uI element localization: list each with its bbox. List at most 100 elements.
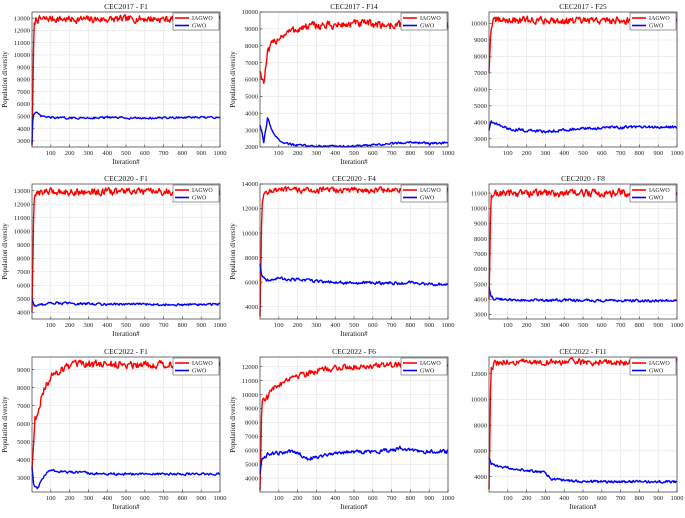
- chart-title: CEC2022 - F6: [332, 347, 376, 356]
- x-tick-label: 800: [178, 322, 188, 329]
- series-line-gwo: [31, 298, 221, 307]
- x-tick-label: 1000: [671, 495, 684, 502]
- x-tick-label: 900: [653, 495, 663, 502]
- legend-label-gwo: GWO: [192, 369, 207, 375]
- chart-panel-8: 100 200 300 400 500 600 700 800 900 1000 4000 5000 6…: [229, 347, 455, 511]
- x-tick-label: 200: [293, 150, 303, 157]
- y-tick-label: 4000: [474, 296, 487, 303]
- x-tick-label: 500: [349, 495, 359, 502]
- series-line-gwo: [488, 120, 678, 134]
- y-tick-label: 10000: [14, 52, 30, 59]
- legend-label-iagwo: IAGWO: [649, 361, 670, 367]
- x-tick-label: 600: [140, 495, 150, 502]
- x-tick-label: 800: [406, 150, 416, 157]
- y-tick-label: 4000: [245, 304, 258, 311]
- y-tick-label: 12000: [471, 371, 487, 378]
- x-tick-label: 400: [330, 322, 340, 329]
- x-axis-label: Iteration#: [340, 158, 368, 166]
- y-tick-label: 4000: [17, 457, 30, 464]
- y-tick-label: 6000: [17, 421, 30, 428]
- chart-panel-6: 100 200 300 400 500 600 700 800 900 1000 3000 4000 5…: [471, 174, 684, 329]
- y-tick-label: 9000: [474, 37, 487, 44]
- chart-panel-1: 100 200 300 400 500 600 700 800 900 1000 3000 4000 5…: [1, 2, 227, 166]
- y-tick-label: 5000: [474, 103, 487, 110]
- y-tick-label: 5000: [474, 281, 487, 288]
- series-line-gwo: [488, 286, 678, 303]
- x-tick-label: 1000: [671, 322, 684, 329]
- x-tick-label: 200: [65, 150, 75, 157]
- legend: IAGWO GWO: [172, 184, 220, 203]
- x-tick-label: 400: [330, 150, 340, 157]
- y-axis-label: Population diversity: [1, 51, 9, 108]
- y-tick-label: 5000: [17, 439, 30, 446]
- y-tick-label: 6000: [245, 77, 258, 84]
- y-tick-label: 11000: [242, 378, 258, 385]
- x-tick-label: 100: [503, 322, 513, 329]
- chart-title: CEC2017 - F25: [559, 2, 607, 11]
- y-tick-label: 14000: [242, 181, 258, 188]
- x-tick-label: 400: [559, 322, 569, 329]
- chart-panel-3: 100 200 300 400 500 600 700 800 900 1000 3000 4000 5…: [471, 2, 684, 157]
- x-tick-label: 1000: [214, 322, 227, 329]
- y-tick-label: 8000: [474, 54, 487, 61]
- x-tick-label: 200: [65, 495, 75, 502]
- y-tick-label: 10000: [471, 21, 487, 28]
- x-tick-label: 100: [274, 150, 284, 157]
- legend: IAGWO GWO: [400, 12, 448, 31]
- x-tick-label: 100: [503, 150, 513, 157]
- x-tick-label: 100: [274, 495, 284, 502]
- x-tick-label: 300: [312, 322, 322, 329]
- x-tick-label: 900: [424, 322, 434, 329]
- series-line-gwo: [488, 457, 678, 484]
- legend-label-iagwo: IAGWO: [192, 16, 213, 22]
- x-axis-label: Iteration#: [112, 158, 140, 166]
- chart-panel-7: 100 200 300 400 500 600 700 800 900 1000 3000 4000 5…: [1, 347, 227, 511]
- legend-label-gwo: GWO: [420, 24, 435, 30]
- y-tick-label: 9000: [17, 64, 30, 71]
- y-tick-label: 12000: [14, 201, 30, 208]
- y-tick-label: 11000: [471, 190, 487, 197]
- y-tick-label: 3000: [245, 127, 258, 134]
- x-tick-label: 1000: [671, 150, 684, 157]
- x-tick-label: 300: [84, 322, 94, 329]
- x-tick-label: 200: [522, 495, 532, 502]
- x-tick-label: 600: [597, 150, 607, 157]
- x-tick-label: 700: [159, 150, 169, 157]
- y-tick-label: 8000: [17, 385, 30, 392]
- y-tick-label: 12000: [242, 364, 258, 371]
- y-tick-label: 6000: [245, 447, 258, 454]
- legend-label-gwo: GWO: [420, 369, 435, 375]
- x-axis-label: Iteration#: [112, 503, 140, 511]
- y-tick-label: 9000: [245, 26, 258, 33]
- series-line-gwo: [31, 111, 221, 144]
- y-tick-label: 3000: [474, 312, 487, 319]
- x-tick-label: 500: [349, 150, 359, 157]
- y-tick-label: 10000: [471, 205, 487, 212]
- x-tick-label: 400: [102, 150, 112, 157]
- y-tick-label: 9000: [245, 406, 258, 413]
- x-tick-label: 100: [46, 322, 56, 329]
- chart-panel-2: 100 200 300 400 500 600 700 800 900 1000 2000 3000 4…: [229, 2, 455, 166]
- y-tick-label: 5000: [245, 461, 258, 468]
- x-tick-label: 500: [121, 150, 131, 157]
- x-tick-label: 200: [293, 495, 303, 502]
- y-tick-label: 10000: [471, 397, 487, 404]
- y-tick-label: 4000: [17, 126, 30, 133]
- y-tick-label: 8000: [245, 420, 258, 427]
- series-line-gwo: [31, 466, 221, 490]
- chart-title: CEC2017 - F1: [104, 2, 148, 11]
- x-tick-label: 300: [541, 150, 551, 157]
- chart-panel-5: 100 200 300 400 500 600 700 800 900 1000 4000 6000 8…: [229, 174, 455, 338]
- x-tick-label: 200: [522, 322, 532, 329]
- x-tick-label: 800: [635, 322, 645, 329]
- y-tick-label: 4000: [17, 309, 30, 316]
- y-tick-label: 4000: [245, 475, 258, 482]
- x-tick-label: 1000: [442, 150, 455, 157]
- x-tick-label: 800: [406, 322, 416, 329]
- y-tick-label: 8000: [245, 43, 258, 50]
- y-axis-label: Population diversity: [229, 51, 237, 108]
- y-tick-label: 10000: [242, 230, 258, 237]
- y-tick-label: 6000: [17, 282, 30, 289]
- x-tick-label: 200: [65, 322, 75, 329]
- y-tick-label: 6000: [245, 279, 258, 286]
